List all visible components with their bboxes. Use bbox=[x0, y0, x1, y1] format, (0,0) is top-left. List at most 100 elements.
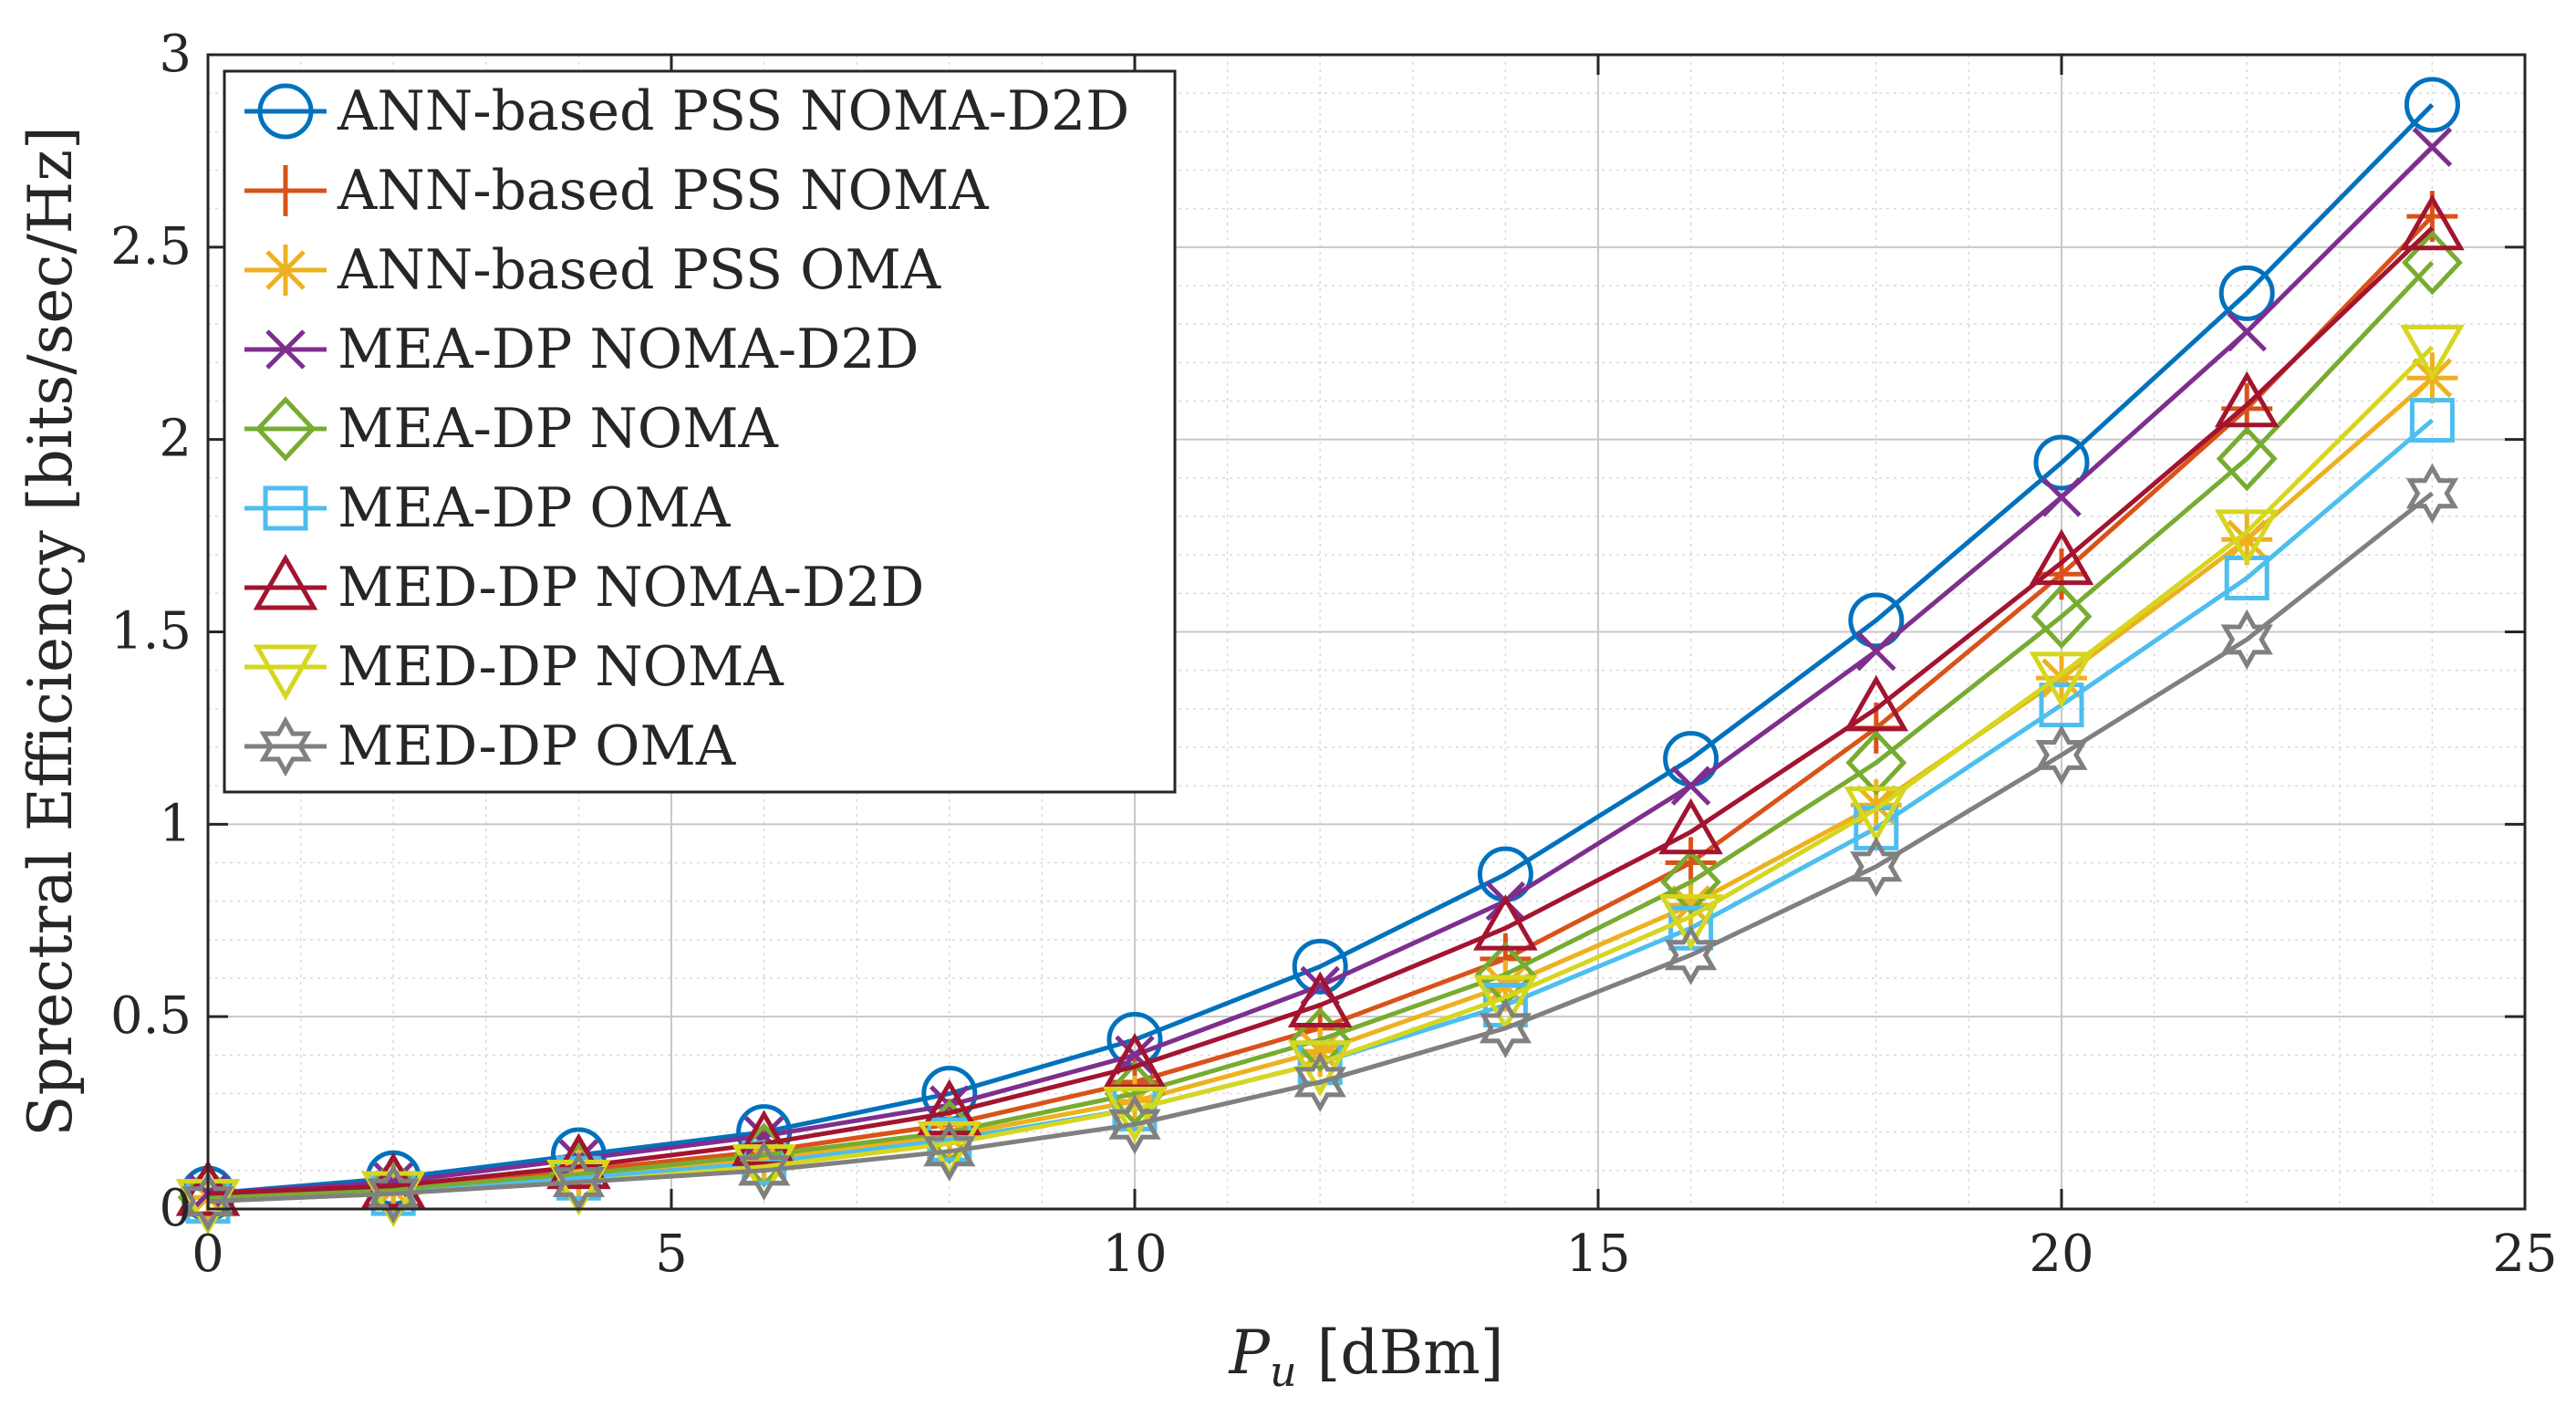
series-line bbox=[207, 260, 2435, 1200]
x-axis-symbol: P bbox=[1229, 1318, 1272, 1388]
data-point bbox=[2405, 463, 2458, 524]
legend-entry: MED-DP NOMA-D2D bbox=[244, 553, 924, 620]
data-point bbox=[2041, 477, 2082, 517]
x-tick-label: 25 bbox=[2492, 1225, 2557, 1284]
legend-box bbox=[223, 69, 1177, 794]
data-point bbox=[2400, 193, 2465, 251]
legend-marker bbox=[259, 715, 312, 777]
data-point bbox=[1665, 879, 1717, 931]
legend-marker bbox=[265, 329, 306, 370]
data-point bbox=[923, 1110, 975, 1162]
legend-entry: ANN-based PSS OMA bbox=[244, 238, 941, 302]
data-point bbox=[546, 1159, 611, 1216]
y-axis-label: Sprectral Efficiency [bits/sec/Hz] bbox=[16, 126, 86, 1137]
legend-label: ANN-based PSS NOMA-D2D bbox=[337, 79, 1129, 143]
legend-label: MED-DP OMA bbox=[338, 714, 736, 778]
x-tick-labels: 0 5 10 15 20 25 bbox=[192, 1225, 2557, 1284]
legend-label: MEA-DP OMA bbox=[338, 476, 731, 540]
legend-marker bbox=[257, 83, 314, 140]
data-point bbox=[1848, 592, 1905, 649]
data-point bbox=[1850, 779, 1902, 831]
data-point bbox=[2029, 651, 2094, 708]
data-point bbox=[2401, 230, 2463, 296]
x-tick-label: 5 bbox=[655, 1225, 688, 1284]
data-point bbox=[1856, 631, 1896, 672]
y-tick-label: 0.5 bbox=[110, 986, 192, 1046]
data-point bbox=[1660, 849, 1722, 915]
y-tick-label: 2 bbox=[159, 410, 192, 469]
data-point bbox=[1670, 766, 1711, 806]
data-point bbox=[1658, 797, 1723, 855]
legend-label: ANN-based PSS OMA bbox=[337, 238, 941, 302]
data-point bbox=[1844, 786, 1909, 843]
data-point bbox=[1845, 730, 1907, 796]
y-tick-label: 3 bbox=[159, 25, 192, 84]
data-point bbox=[2214, 370, 2280, 428]
data-point bbox=[1289, 1006, 1351, 1073]
x-axis-unit: [dBm] bbox=[1317, 1318, 1504, 1388]
data-point bbox=[1658, 894, 1723, 951]
data-point bbox=[1844, 674, 1909, 732]
legend-entry: MEA-DP OMA bbox=[244, 476, 731, 540]
data-point bbox=[2033, 434, 2090, 491]
data-point bbox=[1292, 938, 1348, 995]
data-point bbox=[2412, 127, 2453, 167]
data-point bbox=[367, 1163, 420, 1225]
data-point bbox=[2036, 652, 2087, 704]
legend-label: ANN-based PSS NOMA bbox=[337, 159, 989, 223]
data-point bbox=[1665, 924, 1718, 985]
legend-label: MEA-DP NOMA-D2D bbox=[338, 318, 919, 381]
legend-entry: MED-DP OMA bbox=[244, 714, 736, 778]
legend-entry: ANN-based PSS NOMA-D2D bbox=[244, 79, 1129, 143]
series-line bbox=[207, 491, 2434, 1204]
data-point bbox=[917, 1079, 982, 1136]
data-point bbox=[1850, 836, 1903, 897]
x-axis-label: Pu [dBm] bbox=[1229, 1318, 1504, 1396]
data-point bbox=[182, 1171, 234, 1232]
x-tick-label: 20 bbox=[2029, 1225, 2093, 1284]
data-point bbox=[2216, 426, 2278, 492]
series-layer bbox=[175, 77, 2465, 1235]
x-tick-label: 15 bbox=[1565, 1225, 1630, 1284]
data-point bbox=[732, 1110, 796, 1166]
data-point bbox=[1294, 1026, 1346, 1078]
legend-entry: MEA-DP NOMA bbox=[244, 396, 779, 462]
data-point bbox=[2220, 609, 2273, 670]
legend-entry: MEA-DP NOMA-D2D bbox=[244, 318, 919, 381]
legend-marker bbox=[263, 485, 308, 531]
data-point bbox=[1287, 971, 1353, 1028]
data-point bbox=[2400, 324, 2465, 381]
data-point bbox=[738, 1133, 790, 1185]
data-point bbox=[2029, 528, 2094, 586]
y-tick-label: 1.5 bbox=[110, 602, 192, 662]
series-6 bbox=[175, 193, 2465, 1216]
data-point bbox=[1108, 1094, 1161, 1155]
series-8 bbox=[182, 463, 2458, 1232]
y-tick-labels: 0 0.5 1 1.5 2 2.5 3 bbox=[110, 25, 192, 1238]
legend-marker bbox=[253, 553, 318, 610]
data-point bbox=[2031, 583, 2093, 650]
legend-label: MED-DP NOMA-D2D bbox=[338, 556, 924, 620]
y-tick-label: 2.5 bbox=[110, 217, 192, 276]
data-point bbox=[1473, 894, 1538, 951]
legend-marker bbox=[253, 644, 318, 702]
data-point bbox=[738, 1140, 791, 1201]
axis-ticks bbox=[206, 53, 2527, 1211]
data-point bbox=[2227, 311, 2267, 352]
x-axis-subscript: u bbox=[1270, 1347, 1297, 1396]
legend-marker bbox=[260, 245, 311, 296]
data-point bbox=[1293, 1051, 1346, 1112]
x-tick-label: 0 bbox=[192, 1225, 224, 1284]
y-tick-label: 1 bbox=[159, 794, 192, 853]
legend-marker bbox=[260, 165, 311, 216]
legend-label: MEA-DP NOMA bbox=[338, 397, 779, 461]
data-point bbox=[1115, 1035, 1155, 1076]
data-point bbox=[2404, 77, 2460, 133]
data-point bbox=[1473, 974, 1538, 1032]
data-point bbox=[2218, 265, 2275, 321]
data-point bbox=[2221, 514, 2273, 566]
data-point bbox=[2214, 509, 2280, 566]
legend-label: MED-DP NOMA bbox=[338, 635, 784, 699]
series-line bbox=[207, 225, 2435, 1196]
